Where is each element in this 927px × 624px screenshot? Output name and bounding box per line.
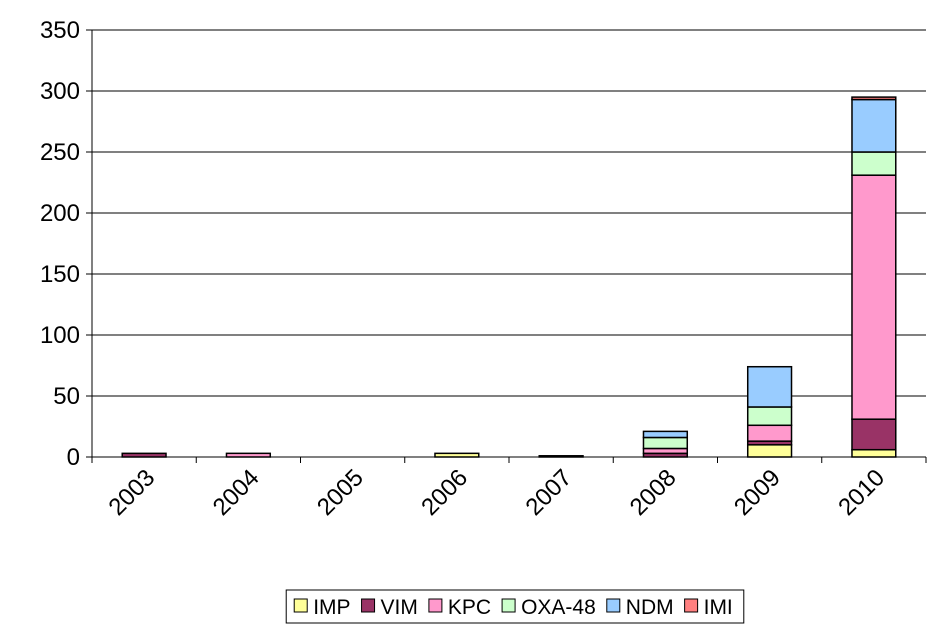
y-tick-label: 250 — [40, 139, 80, 166]
x-tick-label: 2004 — [208, 464, 265, 521]
y-tick-label: 350 — [40, 17, 80, 44]
bar-segment — [746, 444, 793, 458]
y-tick-label: 100 — [40, 322, 80, 349]
bar-segment — [851, 448, 897, 458]
legend-label: NDM — [626, 596, 674, 619]
y-tick-label: 200 — [40, 200, 80, 227]
bar-segment — [434, 452, 480, 458]
bar-segment — [121, 452, 167, 458]
bar-segment — [225, 452, 272, 458]
legend-swatch — [606, 598, 621, 613]
legend-swatch — [293, 598, 308, 613]
legend-label: KPC — [448, 596, 491, 619]
bar-segment — [642, 436, 689, 450]
x-tick-label: 2010 — [833, 464, 890, 521]
bar-segment — [851, 151, 897, 176]
bar-segment — [851, 96, 897, 101]
legend-swatch — [684, 598, 699, 613]
legend-swatch — [361, 598, 376, 613]
legend: IMP VIM KPC OXA-48 NDM IMI — [285, 589, 745, 624]
y-tick-label: 150 — [40, 261, 80, 288]
legend-label: IMP — [313, 596, 350, 619]
legend-label: OXA-48 — [521, 596, 596, 619]
bar-segment — [746, 424, 793, 442]
x-tick-label: 2008 — [625, 464, 682, 521]
bar-segment — [851, 98, 897, 153]
y-tick-label: 50 — [53, 383, 80, 410]
bar-segment — [851, 418, 897, 451]
legend-swatch — [428, 598, 443, 613]
bar-segment — [746, 365, 793, 408]
bar-segment — [642, 430, 689, 439]
x-tick-label: 2003 — [104, 464, 161, 521]
y-tick-label: 0 — [67, 444, 80, 471]
legend-label: IMI — [704, 596, 733, 619]
bar-segment — [538, 455, 584, 458]
legend-swatch — [501, 598, 516, 613]
x-tick-label: 2007 — [521, 464, 578, 521]
legend-label: VIM — [381, 596, 418, 619]
bar-segment — [746, 406, 793, 427]
x-tick-label: 2005 — [312, 464, 369, 521]
y-tick-label: 300 — [40, 78, 80, 105]
x-tick-label: 2009 — [729, 464, 786, 521]
x-tick-label: 2006 — [416, 464, 473, 521]
bar-segment — [851, 174, 897, 420]
